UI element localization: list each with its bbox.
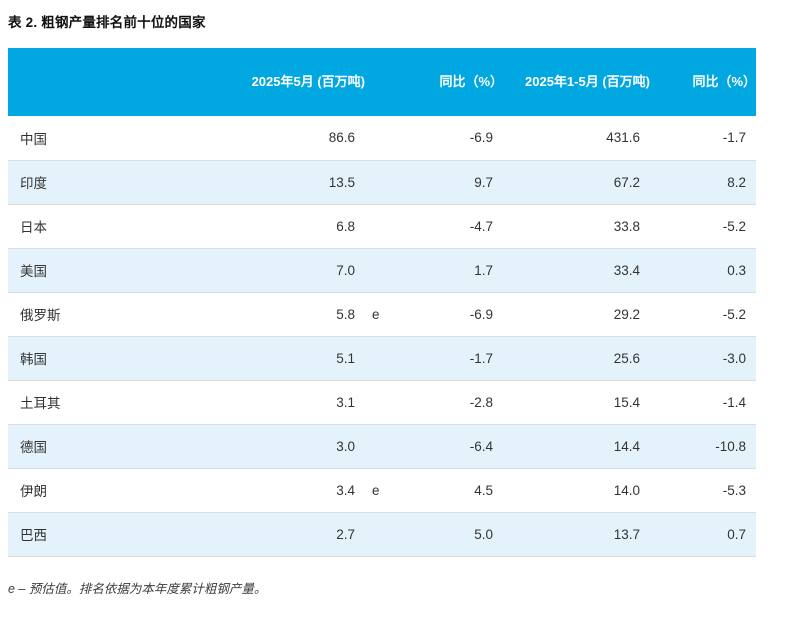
jan-may-value-cell: 67.2 bbox=[503, 160, 650, 205]
country-cell: 德国 bbox=[8, 424, 233, 469]
header-row: 2025年5月 (百万吨) 同比（%） 2025年1-5月 (百万吨) 同比（%… bbox=[8, 48, 756, 116]
yoy-jan-may-cell: -1.4 bbox=[650, 380, 756, 425]
estimate-flag-cell bbox=[365, 116, 397, 161]
may-value-cell: 6.8 bbox=[233, 204, 365, 249]
yoy-jan-may-cell: -1.7 bbox=[650, 116, 756, 161]
yoy-jan-may-cell: 8.2 bbox=[650, 160, 756, 205]
table-row-usa: 美国 7.0 1.7 33.4 0.3 bbox=[8, 248, 756, 293]
country-cell: 土耳其 bbox=[8, 380, 233, 425]
yoy-may-cell: -2.8 bbox=[397, 380, 503, 425]
country-cell: 伊朗 bbox=[8, 468, 233, 513]
table-header: 2025年5月 (百万吨) 同比（%） 2025年1-5月 (百万吨) 同比（%… bbox=[8, 48, 756, 116]
may-value-cell: 5.1 bbox=[233, 336, 365, 381]
table-row-south-korea: 韩国 5.1 -1.7 25.6 -3.0 bbox=[8, 336, 756, 381]
yoy-may-cell: -6.4 bbox=[397, 424, 503, 469]
may-value-cell: 2.7 bbox=[233, 512, 365, 557]
may-value-cell: 5.8 bbox=[233, 292, 365, 337]
may-value-cell: 7.0 bbox=[233, 248, 365, 293]
estimate-flag-cell bbox=[365, 160, 397, 205]
estimate-flag-cell bbox=[365, 204, 397, 249]
header-jan-may-2025: 2025年1-5月 (百万吨) bbox=[503, 48, 650, 116]
country-cell: 中国 bbox=[8, 116, 233, 161]
estimate-flag-cell bbox=[365, 424, 397, 469]
table-row-germany: 德国 3.0 -6.4 14.4 -10.8 bbox=[8, 424, 756, 469]
yoy-jan-may-cell: -5.2 bbox=[650, 204, 756, 249]
estimate-flag-cell: e bbox=[365, 292, 397, 337]
jan-may-value-cell: 25.6 bbox=[503, 336, 650, 381]
footnote: e – 预估值。排名依据为本年度累计粗钢产量。 bbox=[8, 581, 267, 596]
estimate-flag-cell bbox=[365, 380, 397, 425]
yoy-jan-may-cell: -5.3 bbox=[650, 468, 756, 513]
header-country bbox=[8, 48, 233, 116]
jan-may-value-cell: 33.8 bbox=[503, 204, 650, 249]
table-title: 表 2. 粗钢产量排名前十位的国家 bbox=[8, 15, 206, 30]
country-cell: 俄罗斯 bbox=[8, 292, 233, 337]
yoy-may-cell: -6.9 bbox=[397, 116, 503, 161]
country-cell: 日本 bbox=[8, 204, 233, 249]
yoy-jan-may-cell: 0.3 bbox=[650, 248, 756, 293]
yoy-may-cell: 9.7 bbox=[397, 160, 503, 205]
table-body: 中国 86.6 -6.9 431.6 -1.7 印度 13.5 9.7 67.2… bbox=[8, 116, 756, 557]
jan-may-value-cell: 14.4 bbox=[503, 424, 650, 469]
estimate-flag-cell: e bbox=[365, 468, 397, 513]
yoy-jan-may-cell: 0.7 bbox=[650, 512, 756, 557]
estimate-flag-cell bbox=[365, 512, 397, 557]
table-row-russia: 俄罗斯 5.8 e -6.9 29.2 -5.2 bbox=[8, 292, 756, 337]
country-cell: 巴西 bbox=[8, 512, 233, 557]
table-row-japan: 日本 6.8 -4.7 33.8 -5.2 bbox=[8, 204, 756, 249]
may-value-cell: 13.5 bbox=[233, 160, 365, 205]
header-yoy-jan-may: 同比（%） bbox=[650, 48, 756, 116]
jan-may-value-cell: 15.4 bbox=[503, 380, 650, 425]
may-value-cell: 3.0 bbox=[233, 424, 365, 469]
may-value-cell: 3.1 bbox=[233, 380, 365, 425]
yoy-may-cell: -4.7 bbox=[397, 204, 503, 249]
yoy-jan-may-cell: -5.2 bbox=[650, 292, 756, 337]
yoy-may-cell: 4.5 bbox=[397, 468, 503, 513]
header-may-2025: 2025年5月 (百万吨) bbox=[233, 48, 365, 116]
yoy-jan-may-cell: -3.0 bbox=[650, 336, 756, 381]
jan-may-value-cell: 14.0 bbox=[503, 468, 650, 513]
table-row-brazil: 巴西 2.7 5.0 13.7 0.7 bbox=[8, 512, 756, 557]
yoy-may-cell: 1.7 bbox=[397, 248, 503, 293]
table-row-india: 印度 13.5 9.7 67.2 8.2 bbox=[8, 160, 756, 205]
may-value-cell: 3.4 bbox=[233, 468, 365, 513]
table-row-turkey: 土耳其 3.1 -2.8 15.4 -1.4 bbox=[8, 380, 756, 425]
crude-steel-production-table: 2025年5月 (百万吨) 同比（%） 2025年1-5月 (百万吨) 同比（%… bbox=[8, 48, 756, 557]
may-value-cell: 86.6 bbox=[233, 116, 365, 161]
yoy-jan-may-cell: -10.8 bbox=[650, 424, 756, 469]
jan-may-value-cell: 33.4 bbox=[503, 248, 650, 293]
country-cell: 韩国 bbox=[8, 336, 233, 381]
country-cell: 印度 bbox=[8, 160, 233, 205]
estimate-flag-cell bbox=[365, 248, 397, 293]
header-estimate-flag bbox=[365, 48, 397, 116]
table-row-china: 中国 86.6 -6.9 431.6 -1.7 bbox=[8, 116, 756, 161]
yoy-may-cell: -1.7 bbox=[397, 336, 503, 381]
jan-may-value-cell: 431.6 bbox=[503, 116, 650, 161]
header-yoy-may: 同比（%） bbox=[397, 48, 503, 116]
jan-may-value-cell: 29.2 bbox=[503, 292, 650, 337]
estimate-flag-cell bbox=[365, 336, 397, 381]
country-cell: 美国 bbox=[8, 248, 233, 293]
jan-may-value-cell: 13.7 bbox=[503, 512, 650, 557]
yoy-may-cell: -6.9 bbox=[397, 292, 503, 337]
table-row-iran: 伊朗 3.4 e 4.5 14.0 -5.3 bbox=[8, 468, 756, 513]
yoy-may-cell: 5.0 bbox=[397, 512, 503, 557]
